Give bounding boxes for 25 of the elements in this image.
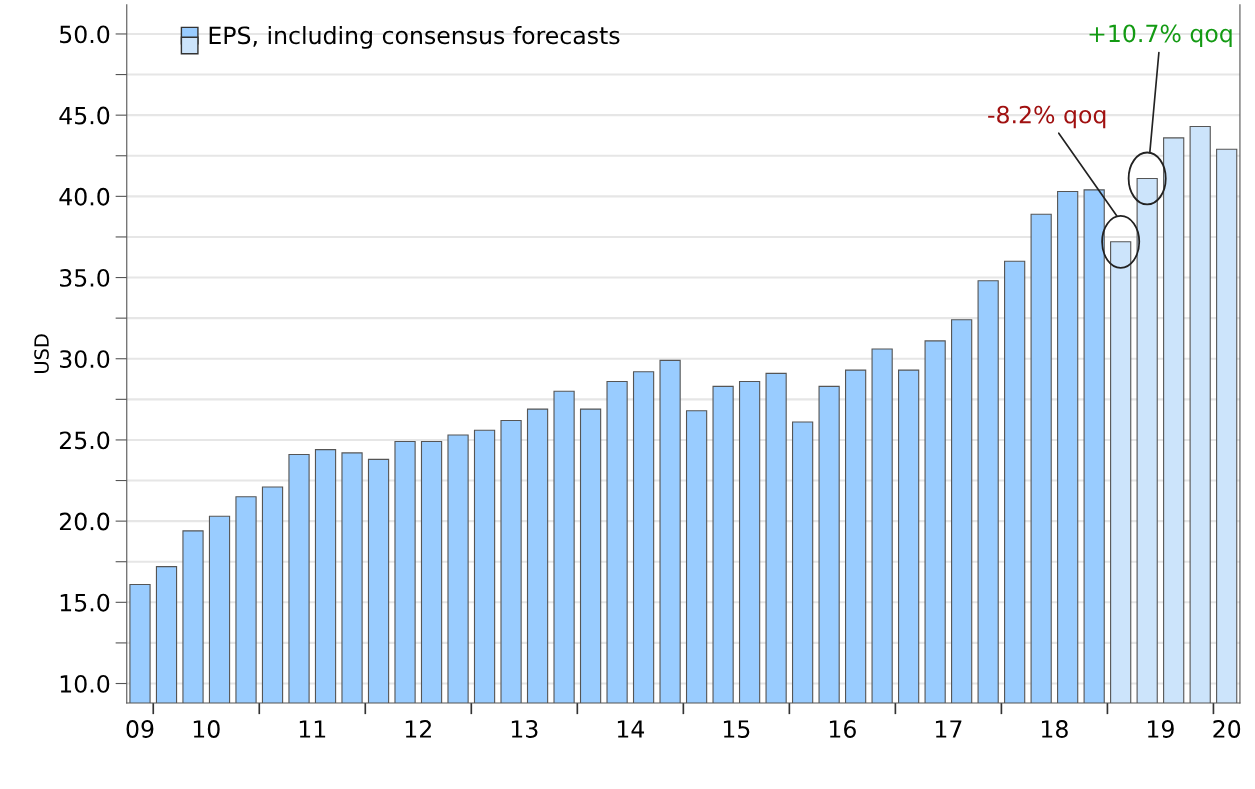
x-tick-label: 12 (405, 720, 431, 738)
legend-label: EPS, including consensus forecasts (209, 25, 620, 49)
x-tick-label: 15 (723, 720, 750, 738)
y-tick-label: 20.0 (59, 512, 110, 531)
x-tick-label: 14 (617, 720, 645, 738)
x-tick-label: 20 (1213, 720, 1241, 738)
y-tick-label: 10.0 (60, 674, 110, 693)
x-tick-label: 17 (935, 720, 962, 738)
annotation: -8.2% qoq (988, 105, 1106, 129)
x-tick-label: 09 (126, 720, 154, 738)
y-tick-label: 40.0 (59, 187, 110, 206)
x-tick-label: 16 (829, 720, 856, 738)
y-tick-label: 45.0 (59, 106, 110, 125)
x-tick-label: 19 (1148, 720, 1174, 738)
y-tick-label: 25.0 (59, 431, 110, 450)
y-axis-title: USD (34, 334, 49, 373)
y-tick-label: 30.0 (60, 350, 110, 369)
y-tick-label: 50.0 (60, 25, 110, 44)
x-tick-label: 18 (1041, 720, 1068, 738)
annotation: +10.7% qoq (1089, 24, 1232, 47)
x-tick-label: 10 (193, 720, 220, 738)
y-tick-label: 15.0 (60, 593, 110, 612)
y-tick-label: 35.0 (60, 268, 110, 287)
x-tick-label: 11 (299, 720, 326, 738)
x-tick-label: 13 (511, 720, 538, 738)
